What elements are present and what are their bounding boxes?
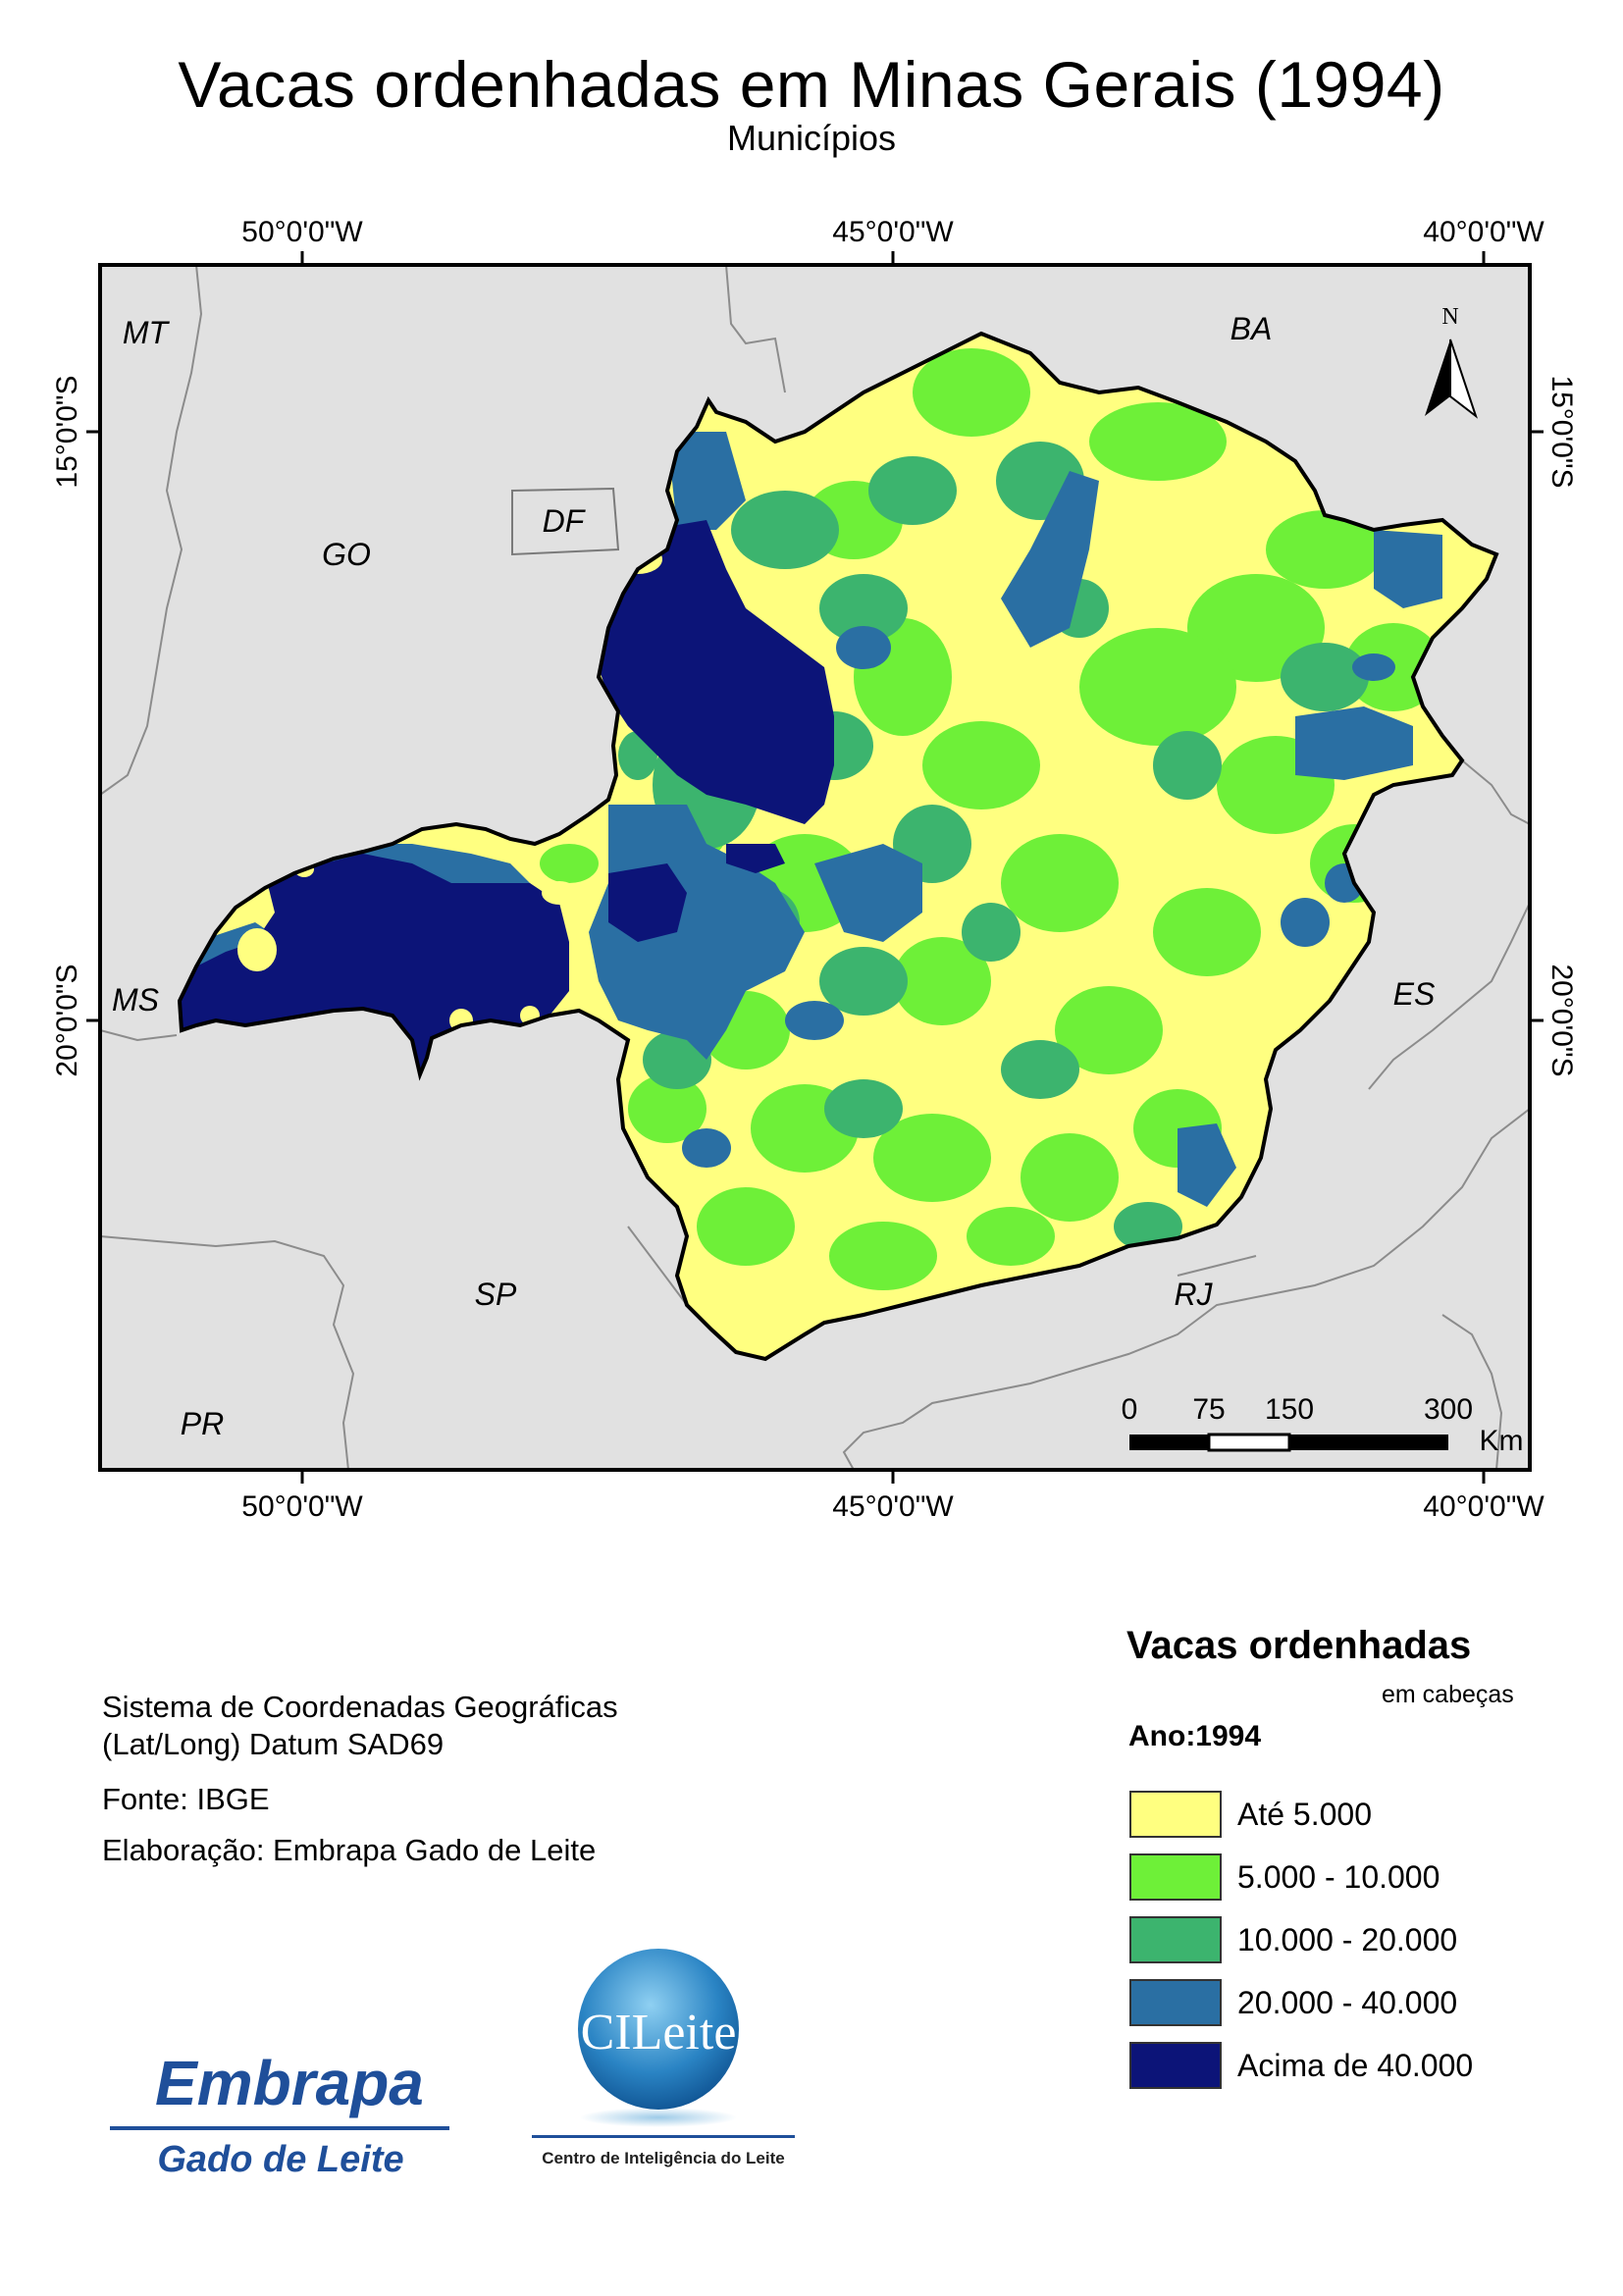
- legend-title: Vacas ordenhadas: [1126, 1624, 1472, 1667]
- scale-tick-150: 150: [1265, 1393, 1314, 1426]
- scale-segment-2: [1207, 1433, 1291, 1452]
- legend-label: Até 5.000: [1237, 1797, 1372, 1832]
- scale-tick-75: 75: [1192, 1393, 1225, 1426]
- north-arrow-left-half: [1425, 339, 1450, 416]
- legend-swatch: [1129, 1853, 1222, 1901]
- scale-segment-3: [1289, 1435, 1448, 1450]
- legend-swatch: [1129, 1791, 1222, 1838]
- state-label-ba: BA: [1230, 311, 1273, 346]
- lon-label-bottom-50w: 50°0'0"W: [241, 1490, 363, 1523]
- cileite-logo-circle: [578, 1949, 739, 2110]
- embrapa-logo: Embrapa Gado de Leite: [110, 2048, 449, 2180]
- lat-label-left-15s: 15°0'0"S: [51, 375, 83, 488]
- legend-swatch: [1129, 2042, 1222, 2089]
- scale-unit: Km: [1480, 1425, 1524, 1457]
- crs-line-1: Sistema de Coordenadas Geográficas: [102, 1690, 618, 1724]
- north-arrow-right-half: [1449, 339, 1478, 419]
- df-boundary: [511, 487, 620, 556]
- cileite-logo-shadow: [580, 2108, 737, 2127]
- legend-label: 5.000 - 10.000: [1237, 1859, 1440, 1895]
- lon-label-top-50w: 50°0'0"W: [241, 216, 363, 248]
- legend-subtitle: em cabeças: [1382, 1681, 1514, 1708]
- crs-line-2: (Lat/Long) Datum SAD69: [102, 1727, 445, 1761]
- state-label-rj: RJ: [1174, 1277, 1213, 1312]
- lon-label-bottom-45w: 45°0'0"W: [832, 1490, 954, 1523]
- state-label-df: DF: [543, 503, 587, 539]
- legend-year: Ano:1994: [1128, 1720, 1262, 1752]
- lon-label-top-45w: 45°0'0"W: [832, 216, 954, 248]
- cileite-logo-rule: [532, 2135, 795, 2138]
- cileite-logo-badge: CILeite: [581, 2005, 737, 2061]
- lon-label-top-40w: 40°0'0"W: [1423, 216, 1544, 248]
- legend-label: 10.000 - 20.000: [1237, 1922, 1458, 1957]
- lat-label-right-15s: 15°0'0"S: [1545, 375, 1578, 488]
- source-text: Fonte: IBGE: [102, 1782, 270, 1816]
- map-frame: [98, 263, 1532, 1472]
- north-arrow: N: [1425, 304, 1478, 419]
- north-arrow-label: N: [1441, 304, 1458, 330]
- map-subtitle: Municípios: [726, 118, 897, 158]
- map-title: Vacas ordenhadas em Minas Gerais (1994): [178, 48, 1445, 121]
- legend-swatch: [1129, 1916, 1222, 1963]
- state-label-sp: SP: [475, 1277, 517, 1312]
- lon-label-bottom-40w: 40°0'0"W: [1423, 1490, 1544, 1523]
- scale-segment-1: [1129, 1435, 1209, 1450]
- mg-outline: [177, 331, 1499, 1362]
- cileite-logo: CILeite Centro de Inteligência do Leite: [532, 1949, 795, 2167]
- scale-tick-0: 0: [1122, 1393, 1138, 1426]
- lat-label-left-20s: 20°0'0"S: [51, 964, 83, 1076]
- cileite-logo-caption: Centro de Inteligência do Leite: [542, 2149, 784, 2167]
- state-borders: [100, 265, 1530, 1470]
- state-label-pr: PR: [181, 1406, 224, 1441]
- scale-bar: 0 75 150 300 Km: [1122, 1393, 1524, 1457]
- legend-swatch: [1129, 1979, 1222, 2026]
- state-label-es: ES: [1393, 976, 1436, 1012]
- legend-label: Acima de 40.000: [1237, 2048, 1474, 2083]
- embrapa-logo-wordmark: Embrapa: [155, 2048, 424, 2118]
- embrapa-logo-subtitle: Gado de Leite: [157, 2139, 403, 2180]
- lat-label-right-20s: 20°0'0"S: [1545, 964, 1578, 1076]
- scale-tick-300: 300: [1424, 1393, 1473, 1426]
- legend-label: 20.000 - 40.000: [1237, 1985, 1458, 2020]
- state-label-ms: MS: [112, 982, 159, 1018]
- embrapa-logo-rule: [110, 2126, 449, 2130]
- map-figure: 50°0'0"W 45°0'0"W 40°0'0"W 50°0'0"W 45°0…: [51, 216, 1578, 1523]
- graticule-ticks: [86, 251, 1544, 1484]
- author-text: Elaboração: Embrapa Gado de Leite: [102, 1833, 597, 1867]
- state-label-go: GO: [322, 537, 371, 572]
- state-label-mt: MT: [123, 315, 171, 350]
